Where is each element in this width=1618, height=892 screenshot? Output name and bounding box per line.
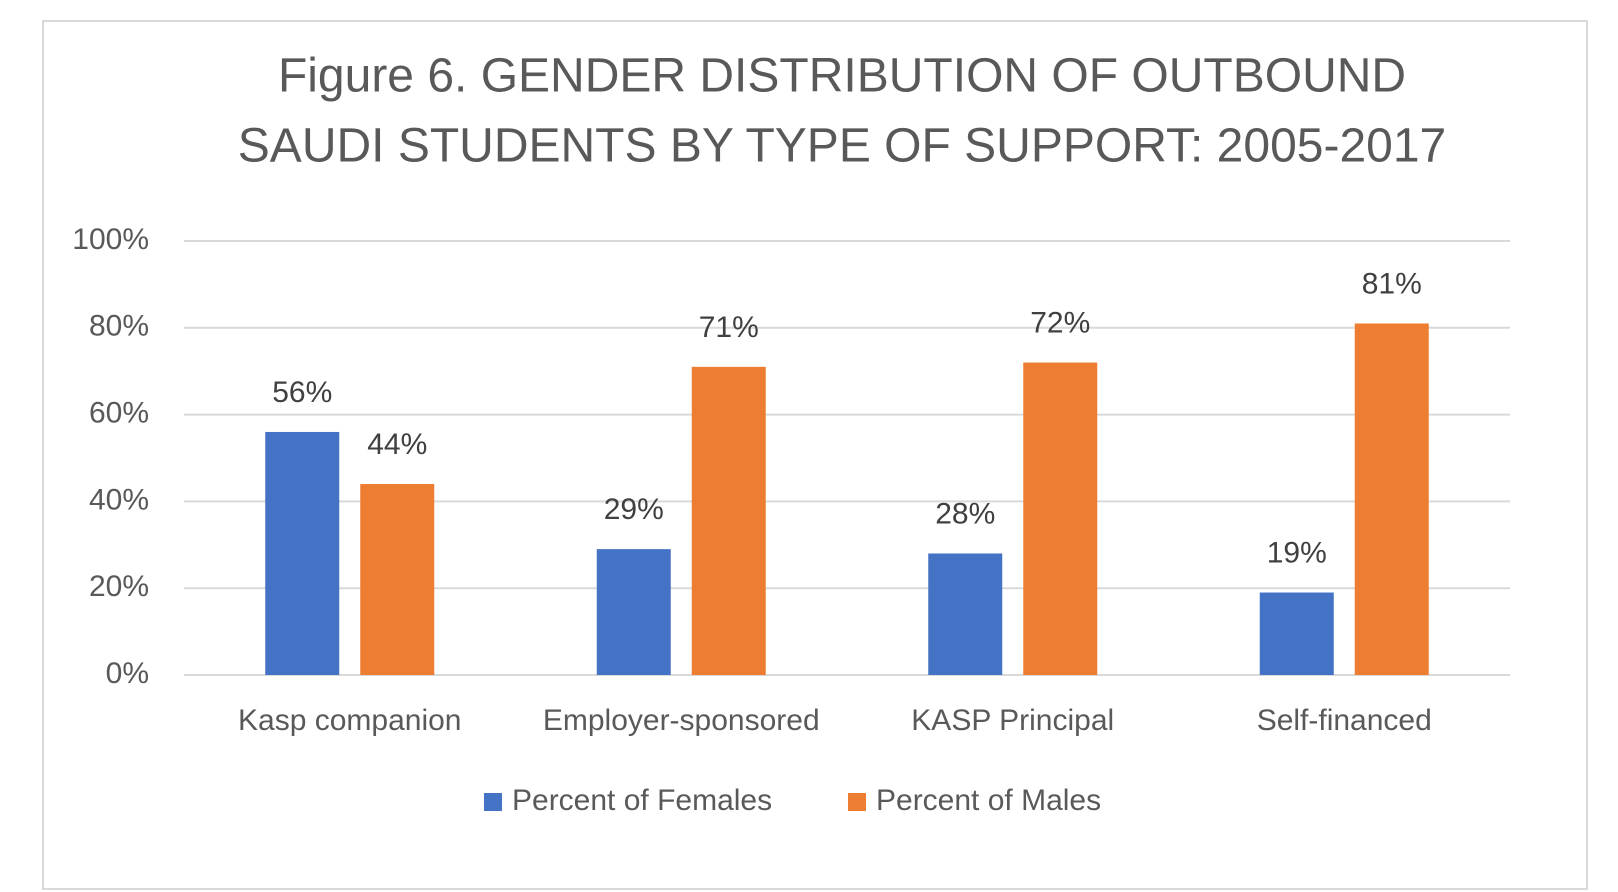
bar-males [360,484,435,675]
x-axis-categories: Kasp companion Employer-sponsored KASP Pri… [238,704,1432,737]
data-label: 56% [272,376,332,409]
category-label: Employer-sponsored [543,704,820,737]
y-tick-label: 0% [106,657,149,690]
data-labels: 56% 44% 29% 71% 28% 72% 19% 81% [272,267,1422,569]
category-label: Kasp companion [238,704,461,737]
category-label: Self-financed [1257,704,1432,737]
data-label: 71% [699,311,759,344]
bar-males [1354,323,1429,675]
y-tick-label: 60% [89,397,149,430]
chart-svg: Figure 6. GENDER DISTRIBUTION OF OUTBOUN… [72,50,1510,817]
legend-swatch [848,793,866,811]
bar-females [928,553,1003,675]
data-label: 19% [1267,536,1327,569]
data-label: 72% [1030,306,1090,339]
bar-females [1259,592,1334,675]
y-tick-label: 100% [72,223,149,256]
bars [265,323,1429,675]
bar-males [1023,362,1098,675]
bar-females [265,431,340,675]
category-label: KASP Principal [911,704,1114,737]
y-axis-ticks: 0% 20% 40% 60% 80% 100% [72,223,149,690]
y-tick-label: 80% [89,310,149,343]
data-label: 44% [367,428,427,461]
data-label: 81% [1362,267,1422,300]
bar-males [691,366,766,675]
legend: Percent of Females Percent of Males [484,784,1101,817]
legend-item-males: Percent of Males [848,784,1101,817]
chart-title-line: SAUDI STUDENTS BY TYPE OF SUPPORT: 2005-… [238,120,1446,173]
y-tick-label: 40% [89,483,149,516]
chart-frame: Figure 6. GENDER DISTRIBUTION OF OUTBOUN… [42,20,1588,890]
bar-females [596,549,671,675]
legend-swatch [484,793,502,811]
legend-label: Percent of Females [512,784,772,817]
data-label: 29% [604,493,664,526]
chart-title-line: Figure 6. GENDER DISTRIBUTION OF OUTBOUN… [278,50,1406,103]
y-tick-label: 20% [89,570,149,603]
chart-title: Figure 6. GENDER DISTRIBUTION OF OUTBOUN… [238,50,1446,173]
data-label: 28% [935,497,995,530]
legend-item-females: Percent of Females [484,784,772,817]
legend-label: Percent of Males [876,784,1101,817]
